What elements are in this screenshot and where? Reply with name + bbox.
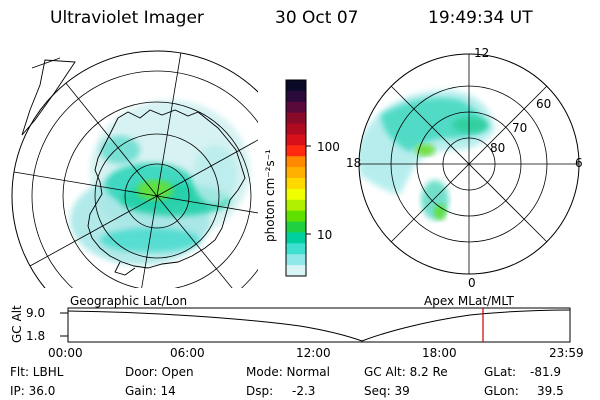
colorbar-segment [286,199,306,212]
antarctica-coastline [87,109,246,269]
status-dsp-label: Dsp: [246,384,274,398]
colorbar-segment [286,210,306,223]
status-glat-label: GLat: [484,365,517,379]
status-glat-value: -81.9 [530,365,562,379]
mlt-label-12: 12 [474,46,490,60]
date-label: 30 Oct 07 [275,8,359,28]
mlat-label-80: 80 [490,141,506,155]
status-gain: Gain: 14 [125,384,176,398]
status-glon-label: GLon: [484,384,519,398]
timeline-ylabel: GC Alt [10,305,24,343]
colorbar-segment [286,167,306,179]
right-aurora-image [359,90,495,220]
status-seq: Seq: 39 [364,384,410,398]
timeline-ytick-high: 9.0 [26,306,46,320]
colorbar-frame [285,79,307,277]
geographic-caption: Geographic Lat/Lon [70,294,188,308]
instrument-title: Ultraviolet Imager [50,8,204,28]
status-dsp-value: -2.3 [292,384,316,398]
timeline-xtick-0: 00:00 [48,346,83,360]
colorbar-segment [286,145,306,157]
colorbar-segment [286,188,306,201]
colorbar-segment [286,112,306,125]
status-glon-value: 39.5 [537,384,564,398]
magnetic-map [358,53,580,275]
time-label: 19:49:34 UT [428,8,533,28]
colorbar-segment [286,243,306,255]
colorbar-tick-100: 100 [317,140,340,154]
colorbar-segment [286,265,306,277]
status-filter: Flt: LBHL [10,365,64,379]
colorbar-segment [286,90,306,103]
altitude-curve [67,309,571,342]
colorbar-unit-label: photon cm⁻²s⁻¹ [263,149,277,242]
status-gc-alt: GC Alt: 8.2 Re [364,365,448,379]
colorbar-segment [286,123,306,136]
timeline-xtick-1: 06:00 [170,346,205,360]
timeline-plot [60,307,571,343]
status-mode: Mode: Normal [246,365,330,379]
magnetic-caption: Apex MLat/MLT [424,294,514,308]
mlat-label-70: 70 [512,121,528,135]
status-door: Door: Open [125,365,194,379]
colorbar-segment [286,221,306,234]
colorbar-segment [286,254,306,266]
status-ip: IP: 36.0 [10,384,56,398]
mlt-label-0: 0 [468,276,476,290]
colorbar [285,79,311,277]
timeline-xtick-2: 12:00 [296,346,331,360]
timeline-xtick-3: 18:00 [422,346,457,360]
geographic-map [11,50,258,288]
timeline-ytick-low: 1.8 [26,329,46,343]
mlat-label-60: 60 [536,97,552,111]
colorbar-segment [286,134,306,146]
colorbar-segment [286,156,306,168]
mlt-label-6: 6 [575,156,583,170]
colorbar-segment [286,101,306,114]
mlt-label-18: 18 [346,156,362,170]
colorbar-segment [286,178,306,190]
colorbar-segment [286,80,306,92]
timeline-xtick-4: 23:59 [549,346,584,360]
colorbar-tick-10: 10 [317,228,333,242]
left-aurora-image [70,100,250,265]
colorbar-segment [286,232,306,244]
